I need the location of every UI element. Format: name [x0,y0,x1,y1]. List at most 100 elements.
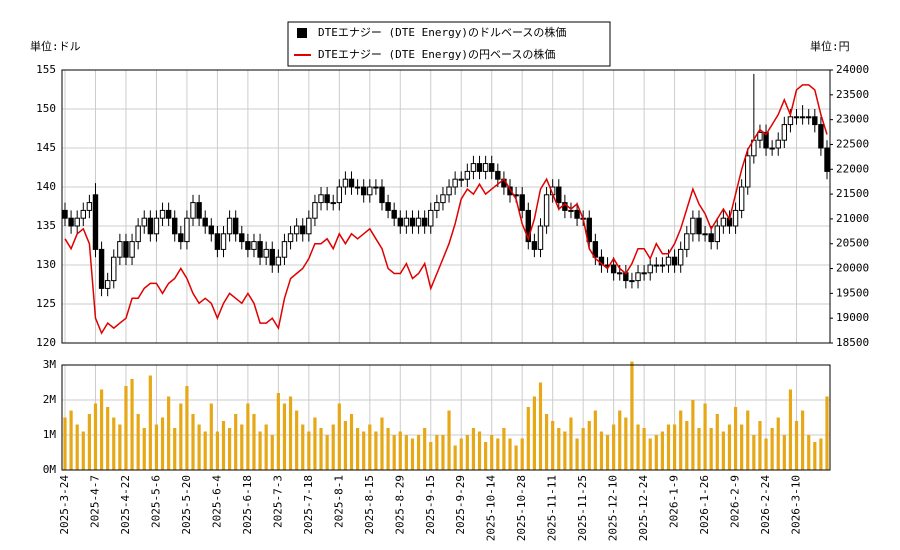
candle-body [641,272,647,275]
y2-tick-label: 21000 [836,212,869,225]
y2-tick-label: 18500 [836,336,869,349]
volume-bar [215,431,219,470]
candle-body [757,131,763,141]
candle-body [92,194,99,250]
candle-body [489,163,495,172]
volume-bar [227,428,232,470]
volume-bar [343,421,348,470]
candle-body [543,194,550,227]
volume-bar [295,410,299,470]
y2-tick-label: 19500 [836,286,869,299]
volume-bar [544,414,549,470]
x-tick-label: 2025-4-22 [119,475,132,535]
volume-bar [349,414,354,470]
candle-body [452,178,458,188]
candle-body [373,186,379,189]
volume-bar [429,442,433,470]
volume-bar [410,438,415,470]
candle-body [257,241,263,258]
x-tick-label: 2026-2-9 [729,475,742,528]
y-tick-label: 125 [36,297,56,310]
volume-bar [130,379,134,470]
candle-body [141,217,147,227]
volume-bar [502,428,506,470]
volume-bar [569,417,573,470]
volume-bar [319,428,323,470]
candle-body [190,202,196,219]
candle-body [458,178,464,181]
y2-tick-label: 20500 [836,237,869,250]
volume-bar [490,435,494,470]
volume-bar [496,438,500,470]
x-tick-label: 2025-10-14 [485,475,498,542]
volume-bar [587,421,591,470]
candle-body [281,241,288,258]
candle-body [732,209,739,227]
legend-label: DTEエナジー (DTE Energy)の円ベースの株価 [318,47,555,61]
volume-bar [740,424,744,470]
plot-frame [61,364,831,471]
candle-body [738,186,745,211]
y-tick-label: 3M [43,358,57,371]
x-tick-label: 2025-12-10 [607,475,620,541]
candle-body [714,225,720,243]
candle-body [208,225,215,235]
volume-bar [673,424,677,470]
volume-bar [733,407,738,470]
volume-bar [471,428,476,470]
volume-bar [173,428,177,470]
volume-bar [331,424,335,470]
x-tick-label: 2025-8-15 [363,475,376,535]
candle-body [470,163,477,172]
volume-bar [727,424,732,470]
x-tick-label: 2025-9-15 [424,475,437,535]
x-tick-label: 2025-10-28 [515,475,528,541]
volume-bar [605,435,610,470]
candle-body [586,217,592,243]
x-tick-label: 2026-1-26 [698,475,711,535]
volume-bar [618,410,622,470]
volume-bar [374,431,378,470]
volume-bar [447,410,451,470]
volume-bar [288,396,293,470]
y-tick-label: 150 [36,102,56,115]
volume-bar [112,417,116,470]
volume-bar [380,417,384,470]
candle-body [202,217,208,227]
volume-bar [276,393,280,470]
candle-body [214,233,221,250]
candle-body [531,241,538,250]
candle-body [147,217,154,235]
candle-body [775,139,781,149]
volume-bar [167,396,171,470]
x-tick-label: 2025-12-24 [637,475,650,542]
candle-body [647,264,653,274]
candle-body [354,186,361,189]
candle-body [330,202,336,205]
candle-body [428,209,434,227]
candle-body [507,186,513,196]
y2-tick-label: 24000 [836,63,869,76]
candle-body [165,209,172,219]
volume-bar [484,442,488,470]
candle-body [537,225,544,250]
candle-body [391,209,397,219]
x-tick-label: 2026-1-9 [668,475,681,528]
volume-bar [368,424,372,470]
volume-bar [209,403,213,470]
x-tick-label: 2026-3-10 [790,475,803,535]
candle-body [74,217,80,227]
candle-body [763,131,769,149]
candle-body [677,248,684,266]
candle-body [397,217,403,227]
volume-bar [307,431,311,470]
candle-body [635,272,641,282]
y-tick-label: 1M [43,428,57,441]
candle-body [153,217,160,235]
volume-bar [794,421,799,470]
candle-body [824,147,830,172]
y-tick-label: 0M [43,463,57,476]
volume-bar [630,361,634,470]
candle-body [98,248,105,289]
